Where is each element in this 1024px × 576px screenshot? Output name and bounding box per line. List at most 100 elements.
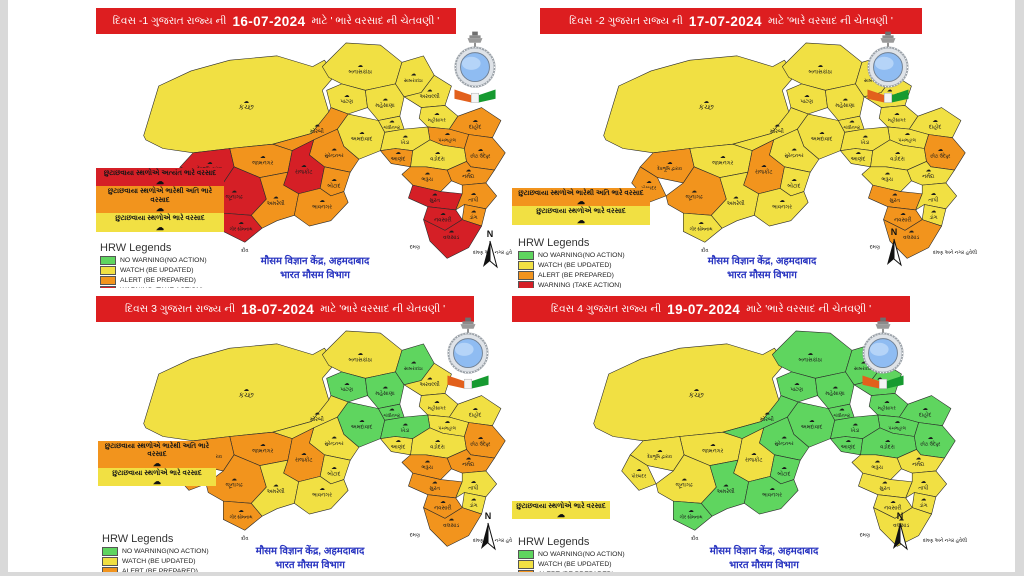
district-label-amreli: અમરેલી [267,488,285,495]
rain-cloud-icon: ☁ [435,438,440,444]
credit-line2: भारत मौसम विभाग [280,269,350,281]
district-label-rajkot: રાજકોટ [755,168,772,175]
district-label-kutch: કચ્છ [239,102,254,111]
north-indicator: N [890,512,910,556]
district-label-sabarkantha: સાબરકાંઠા [854,366,873,371]
gujarat-warning-map: ☁કચ્છ☁બનાસકાંઠા☁પાટણ☁મહેસાણા☁સાબરકાંઠા☁અ… [593,330,968,547]
panel-title-banner: દિવસ 3 ગુજરાત રાજ્ય ની 18-07-2024 માટે '… [96,296,474,322]
diu-note: દીવ [691,535,698,542]
district-label-chhotaudepur: છોટા ઉદેપુર [920,441,941,446]
rain-cloud-icon: ☁ [478,147,483,153]
rain-cloud-icon: ☁ [791,146,796,152]
panel-title-banner: દિવસ -1 ગુજરાત રાજ્ય ની 16-07-2024 માટે … [96,8,456,34]
rain-cloud-icon: ☁ [932,118,937,124]
district-label-anand: આણંદ [851,155,866,162]
rain-cloud-icon: ☁ [319,486,324,492]
district-label-navsari: નવસારી [884,505,902,512]
day-panel: દિવસ -2 ગુજરાત રાજ્ય ની 17-07-2024 માટે … [512,0,1024,288]
district-label-gandhinagar: ગાંધીનગર [383,413,400,418]
rain-cloud-icon: ☁ [427,88,432,94]
issuing-office-credit: मौसम विज्ञान केंद्र, अहमदाबाद भारत मौसम … [215,255,415,282]
district-label-girsomnath: ગીર સોમનાથ [679,514,703,519]
warning-note-watch: છુટાછવાયા સ્થળોએ ભારે વરસાદ ☁ [512,501,610,520]
rain-cloud-icon: ☁ [331,177,336,183]
legend-label: WATCH (BE UPDATED) [538,561,612,568]
hrw-legend-item-no_warning: NO WARNING(NO ACTION) [100,256,207,265]
north-label: N [486,229,494,239]
district-label-bhavnagar: ભાવનગર [762,493,782,499]
district-label-mehsana: મહેસાણા [835,102,855,109]
north-label: N [896,511,904,521]
page-edge-left [0,0,8,576]
warning-note-alert: છુટાછવાયા સ્થળોએ ભારેથી અતિ ભારે વરસાદ ☁ [98,441,216,468]
district-label-vadodara: વડોદરા [430,155,445,162]
rain-cloud-icon: ☁ [926,168,931,174]
imd-emblem [447,317,489,389]
district-label-surendranagar: સુરેન્દ્રનગર [775,441,795,446]
rain-cloud-icon: ☁ [448,517,453,523]
district-label-girsomnath: ગીર સોમનાથ [229,226,253,231]
district-label-bhavnagar: ભાવનગર [312,493,332,499]
north-arrow-icon [481,522,496,551]
rain-cloud-icon: ☁ [890,499,895,505]
rain-cloud-icon: ☁ [432,191,437,197]
district-polygons [603,42,966,259]
district-polygons [143,42,506,259]
warning-boxes: છુટાછવાયા સ્થળોએ ભારેથી અતિ ભારે વરસાદ ☁ છ… [512,188,650,225]
north-indicator: N [478,512,498,556]
legend-label: ALERT (BE PREPARED) [122,568,198,575]
rain-cloud-icon: ☁ [314,411,319,417]
emblem-ribbon-center [464,378,472,389]
district-label-mehsana: મહેસાણા [375,102,395,109]
district-label-kheda: ખેડા [401,427,410,434]
district-label-jamnagar: જામનગર [252,160,273,166]
district-label-dang: ડાંગ [919,502,927,509]
rain-cloud-icon: ☁ [781,465,786,471]
rain-cloud-icon: ☁ [764,411,769,417]
rain-cloud-icon: ☁ [894,419,899,425]
rain-cloud-icon: ☁ [238,508,243,514]
warning-note-alert: છુટાછવાયા સ્થળોએ ભારેથી અતિ ભારે વરસાદ ☁ [96,186,224,214]
rain-cloud-icon: ☁ [260,154,265,160]
warning-boxes: છુટાછવાયા સ્થળોએ ભારે વરસાદ ☁ [512,501,610,520]
rain-cloud-icon: ☁ [916,456,921,462]
district-label-sabarkantha: સાબરકાંઠા [404,78,423,83]
district-labels: ☁કચ્છ☁બનાસકાંઠા☁પાટણ☁મહેસાણા☁સાબરકાંઠા☁અ… [631,351,941,529]
rain-cloud-icon: ☁ [448,229,453,235]
legend-swatch-watch [518,560,534,569]
rain-cloud-icon: ☁ [691,188,696,194]
credit-line1: मौसम विज्ञान केंद्र, अहमदाबाद [709,546,819,557]
rain-cloud-icon: ☁ [440,499,445,505]
rain-cloud-icon: ☁ [231,476,236,482]
daman-note: દમણ [410,533,421,539]
north-arrow-icon [483,240,498,269]
imd-emblem [454,31,496,103]
district-label-morbi: મોરબી [310,416,324,423]
district-label-surat: સુરત [889,198,900,204]
hrw-legend-item-watch: WATCH (BE UPDATED) [102,557,209,566]
district-label-dang: ડાંગ [469,502,477,509]
emblem-ribbon-saffron [454,89,472,103]
district-label-banaskantha: બનાસકાંઠા [808,68,832,75]
hrw-legend-items: NO WARNING(NO ACTION) WATCH (BE UPDATED) A… [518,251,625,288]
district-label-mahisagar: મહીસાગર [428,406,447,411]
rain-cloud-icon: ☁ [877,376,882,382]
district-label-patan: પાટણ [790,387,803,393]
rain-cloud-icon: ☁ [804,93,809,99]
rain-cloud-icon: ☁ [424,458,429,464]
panel-title-suffix: માટે 'ભારે વરસાદ ની ચેતવણી ' [746,302,872,315]
rain-cloud-icon: ☁ [358,63,363,69]
panel-title-prefix: દિવસ -2 ગુજરાત રાજ્ય ની [569,14,683,27]
warning-note-text: છુટાછવાયા સ્થળોએ ભારેથી અતિ ભારે વરસાદ [107,188,213,204]
rain-cloud-icon: ☁ [156,177,164,187]
rain-cloud-icon: ☁ [273,195,278,201]
district-label-botad: બોટાદ [327,182,340,189]
rain-cloud-icon: ☁ [478,435,483,441]
rain-cloud-icon: ☁ [921,479,926,485]
district-label-gandhinagar: ગાંધીનગર [843,125,860,130]
district-label-aravalli: અરવલ્લી [419,381,440,388]
district-label-tapi: તાપી [468,197,478,204]
rain-cloud-icon: ☁ [931,191,936,197]
north-arrow-icon [893,522,908,551]
